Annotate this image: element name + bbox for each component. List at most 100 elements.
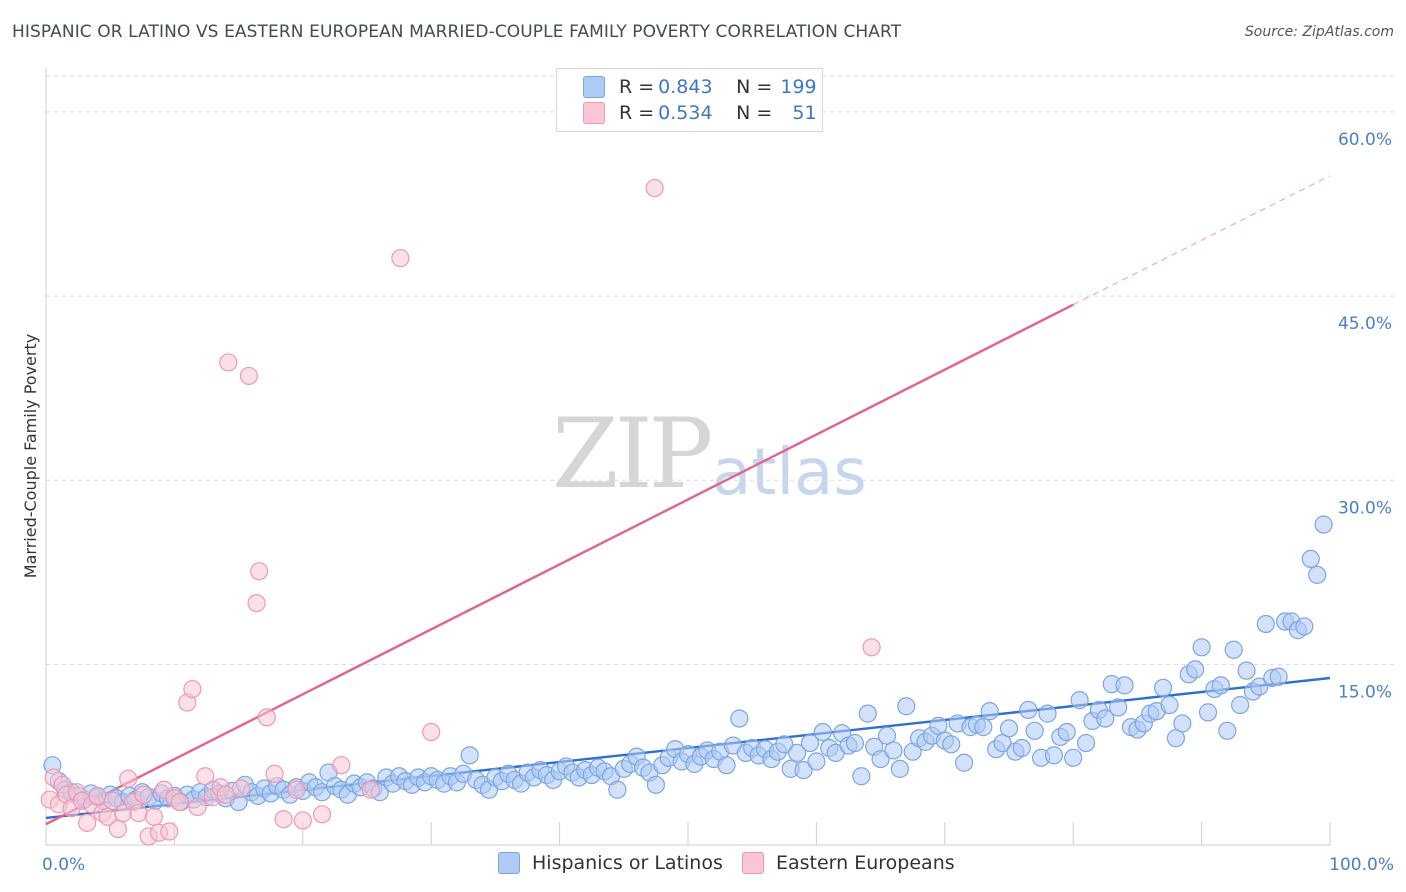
hispanic-point: [1109, 698, 1128, 717]
hispanic-point: [954, 753, 974, 772]
hispanic-point: [890, 759, 909, 778]
eastern-point: [183, 679, 202, 699]
hispanic-point: [1192, 638, 1211, 657]
hispanic-point: [1160, 695, 1179, 715]
eastern-point: [332, 756, 351, 775]
eastern-point: [108, 819, 128, 839]
hispanic-point: [788, 743, 807, 763]
y-tick-label: 15.0%: [1338, 682, 1392, 702]
hispanic-point: [1076, 733, 1096, 753]
y-tick-label: 60.0%: [1338, 130, 1392, 150]
eastern-point: [257, 708, 276, 727]
hispanic-point: [1269, 667, 1288, 686]
watermark-zip: ZIP: [552, 398, 713, 510]
hispanic-point: [646, 775, 666, 794]
y-tick-label: 30.0%: [1338, 498, 1392, 518]
eastern-point: [188, 797, 207, 817]
legend-r-label: R =: [619, 76, 655, 98]
hispanic-point: [1038, 704, 1057, 723]
y-tick-label: 45.0%: [1338, 314, 1392, 334]
legend-r-value: 0.843: [658, 76, 713, 98]
legend-r-value: 0.534: [658, 102, 713, 124]
bottom-legend-hispanic: Hispanics or Latinos: [498, 852, 723, 874]
hispanic-point: [1308, 565, 1327, 584]
eastern-point: [134, 785, 153, 804]
eastern-point: [219, 353, 238, 372]
hispanic-point: [1237, 661, 1256, 680]
eastern-point: [250, 562, 269, 581]
eastern-point: [422, 722, 441, 742]
hispanic-point: [1057, 722, 1076, 742]
eastern-point: [88, 786, 107, 805]
hispanic-point: [1224, 640, 1243, 659]
eastern-point: [293, 811, 312, 830]
legend-row-hispanic: R = 0.843 N = 199: [583, 75, 817, 99]
bottom-legend-swatch-hispanic: [498, 852, 520, 874]
hispanic-point: [1295, 617, 1314, 636]
hispanic-point: [884, 741, 903, 760]
legend-swatch-hispanic: [583, 76, 605, 98]
data-points: [40, 178, 1333, 846]
hispanic-point: [974, 718, 993, 737]
hispanic-point: [1218, 721, 1237, 740]
eastern-point: [196, 767, 215, 786]
eastern-point: [144, 807, 163, 826]
hispanic-point: [730, 709, 749, 728]
eastern-point: [247, 593, 266, 613]
legend-swatch-eastern: [583, 102, 605, 124]
hispanic-point: [775, 735, 794, 754]
hispanic-point: [1012, 738, 1031, 758]
hispanic-point: [460, 746, 479, 765]
bottom-legend-label: Eastern Europeans: [776, 852, 955, 874]
eastern-point: [391, 248, 410, 268]
hispanic-point: [1314, 515, 1333, 534]
eastern-point: [129, 803, 148, 823]
hispanic-point: [852, 767, 871, 786]
eastern-point: [862, 638, 881, 657]
eastern-point: [239, 366, 258, 386]
hispanic-point: [1211, 676, 1230, 695]
hispanic-point: [1173, 714, 1192, 733]
hispanic-point: [1044, 746, 1064, 765]
legend-row-eastern: R = 0.534 N = 51: [583, 101, 817, 125]
hispanic-point: [1256, 614, 1275, 634]
chart-title: HISPANIC OR LATINO VS EASTERN EUROPEAN M…: [12, 22, 902, 42]
bottom-legend-swatch-eastern: [742, 852, 764, 874]
hispanic-point: [871, 749, 890, 769]
y-tick-labels: 15.0% 30.0% 45.0% 60.0%: [1338, 130, 1392, 703]
hispanic-point: [1115, 676, 1134, 695]
grid-lines: [45, 68, 1395, 846]
hispanic-point: [1025, 721, 1044, 740]
legend-n-value: 51: [792, 102, 817, 124]
bottom-legend: Hispanics or Latinos Eastern Europeans: [0, 852, 1406, 878]
hispanic-point: [1301, 549, 1320, 568]
legend-n-label: N =: [736, 102, 773, 124]
eastern-trend-line: [45, 303, 1074, 826]
eastern-point: [119, 769, 138, 788]
hispanic-point: [858, 704, 877, 723]
eastern-point: [274, 810, 293, 829]
hispanic-point: [999, 719, 1019, 738]
eastern-point: [287, 780, 306, 799]
hispanic-point: [807, 752, 826, 771]
hispanic-point: [1153, 678, 1173, 697]
x-tick-labels: 0.0% 100.0%: [42, 855, 1394, 875]
hispanic-point: [800, 733, 820, 753]
hispanic-point: [942, 735, 961, 754]
source-label: Source: ZipAtlas.com: [1244, 24, 1394, 40]
hispanic-point: [897, 697, 916, 716]
y-axis-title: Married-Couple Family Poverty: [21, 334, 40, 578]
eastern-point: [77, 813, 97, 832]
hispanic-point: [1186, 660, 1205, 679]
legend-n-value: 199: [780, 76, 817, 98]
eastern-point: [232, 779, 251, 798]
hispanic-point: [980, 702, 999, 721]
hispanic-point: [717, 756, 736, 775]
eastern-point: [265, 764, 284, 783]
legend-r-label: R =: [619, 102, 655, 124]
legend: R = 0.843 N = 199 R = 0.534 N = 51: [556, 68, 823, 132]
eastern-point: [160, 822, 179, 841]
x-tick-label: 100.0%: [1329, 855, 1394, 875]
hispanic-point: [1070, 691, 1089, 710]
